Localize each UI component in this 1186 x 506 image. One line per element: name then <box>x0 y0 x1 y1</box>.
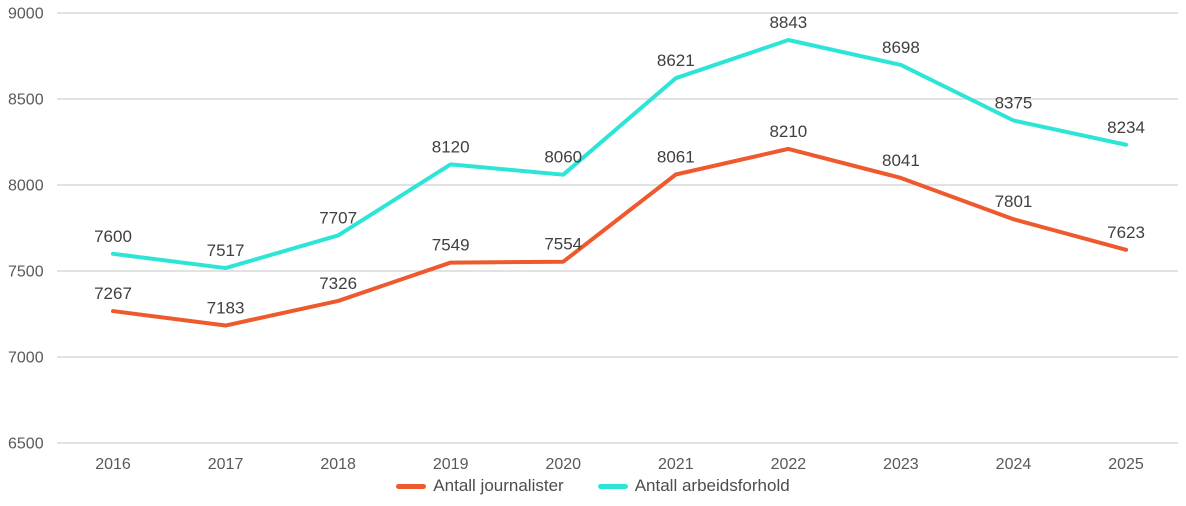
legend-line-swatch <box>396 483 427 489</box>
data-label: 7549 <box>432 236 470 255</box>
x-axis-tick-label: 2016 <box>95 456 131 473</box>
data-label: 7517 <box>207 241 245 260</box>
legend: Antall journalister Antall arbeidsforhold <box>0 470 1186 502</box>
y-axis-tick-label: 7500 <box>8 264 44 281</box>
x-axis-tick-label: 2019 <box>433 456 469 473</box>
data-label: 7707 <box>319 208 357 227</box>
data-label: 7183 <box>207 299 245 318</box>
x-axis-tick-label: 2017 <box>208 456 244 473</box>
y-axis-tick-label: 8500 <box>8 92 44 109</box>
data-label: 8210 <box>769 122 807 141</box>
y-axis-tick-label: 9000 <box>8 6 44 23</box>
data-label: 8041 <box>882 151 920 170</box>
data-label: 8843 <box>769 13 807 32</box>
x-axis-tick-label: 2024 <box>996 456 1032 473</box>
x-axis-tick-label: 2021 <box>658 456 694 473</box>
series-line-antall-arbeidsforhold <box>111 38 1129 271</box>
data-label: 8698 <box>882 38 920 57</box>
legend-item-antall-arbeidsforhold[interactable]: Antall arbeidsforhold <box>597 476 790 496</box>
data-label: 8375 <box>995 94 1033 113</box>
data-label: 8621 <box>657 51 695 70</box>
legend-line-swatch <box>597 483 628 489</box>
legend-item-antall-journalister[interactable]: Antall journalister <box>396 476 564 496</box>
x-axis-tick-label: 2022 <box>771 456 807 473</box>
data-label: 7326 <box>319 274 357 293</box>
legend-label: Antall journalister <box>433 476 564 495</box>
data-label: 7267 <box>94 284 132 303</box>
series-line-antall-journalister <box>111 146 1129 328</box>
data-label: 7554 <box>544 235 582 254</box>
data-label: 8234 <box>1107 118 1145 137</box>
y-axis-tick-label: 7000 <box>8 350 44 367</box>
data-label: 8061 <box>657 148 695 167</box>
x-axis-tick-label: 2025 <box>1108 456 1144 473</box>
chart-canvas: 6500 7000 7500 8000 8500 9000 2016 2017 2018 2019… <box>8 6 1178 473</box>
data-label: 8120 <box>432 137 470 156</box>
x-axis-tick-label: 2018 <box>320 456 356 473</box>
data-label: 7801 <box>995 192 1033 211</box>
x-axis-tick-label: 2023 <box>883 456 919 473</box>
data-label: 8060 <box>544 148 582 167</box>
y-axis-tick-label: 8000 <box>8 178 44 195</box>
x-axis-tick-label: 2020 <box>545 456 581 473</box>
y-axis-tick-label: 6500 <box>8 436 44 453</box>
legend-label: Antall arbeidsforhold <box>634 476 790 495</box>
data-label: 7623 <box>1107 223 1145 242</box>
data-label: 7600 <box>94 227 132 246</box>
